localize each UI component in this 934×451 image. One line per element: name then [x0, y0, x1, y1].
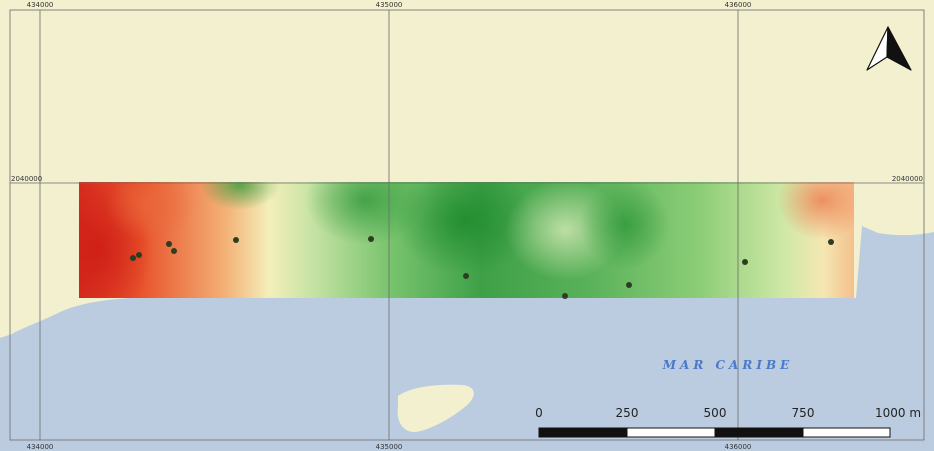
scale-label-0: 0: [535, 406, 543, 420]
sample-point: [233, 237, 239, 243]
sample-point: [626, 282, 632, 288]
sample-point: [166, 241, 172, 247]
interpolation-raster: [79, 182, 854, 298]
grid-label-top-1: 434000: [27, 1, 54, 9]
sample-point: [562, 293, 568, 299]
grid-label-bottom-2: 435000: [376, 443, 403, 451]
graticule: [10, 10, 924, 440]
sample-point: [171, 248, 177, 254]
north-arrow-icon: [866, 26, 912, 71]
sample-point: [136, 252, 142, 258]
sea-label: MAR CARIBE: [662, 358, 793, 372]
map-frame: [9, 9, 925, 441]
grid-label-top-3: 436000: [725, 1, 752, 9]
grid-label-right: 2040000: [892, 175, 923, 183]
sample-point: [463, 273, 469, 279]
scale-label-250: 250: [616, 406, 639, 420]
sample-point: [828, 239, 834, 245]
grid-label-bottom-1: 434000: [27, 443, 54, 451]
islet: [397, 384, 474, 433]
grid-label-top-2: 435000: [376, 1, 403, 9]
scale-label-1000: 1000 m: [875, 406, 921, 420]
sample-point: [368, 236, 374, 242]
sample-points: [130, 236, 834, 299]
scale-label-750: 750: [792, 406, 815, 420]
scale-label-500: 500: [704, 406, 727, 420]
grid-label-bottom-3: 436000: [725, 443, 752, 451]
scale-bar: 0 250 500 750 1000 m: [535, 406, 921, 438]
grid-label-left: 2040000: [11, 175, 42, 183]
sample-point: [130, 255, 136, 261]
sample-point: [742, 259, 748, 265]
